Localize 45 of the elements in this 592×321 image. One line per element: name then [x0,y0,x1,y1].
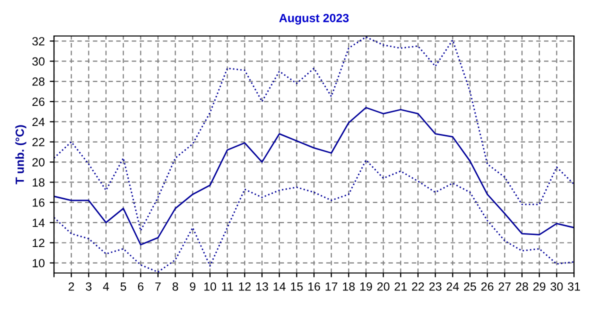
x-tick-label: 22 [412,282,424,291]
x-tick-label: 5 [120,282,126,291]
chart-title: August 2023 [279,14,349,25]
x-tick-label: 18 [343,282,355,291]
x-tick-label: 10 [204,282,216,291]
x-tick-label: 20 [377,282,390,291]
x-tick-label: 17 [326,282,338,291]
x-tick-label: 11 [222,282,233,291]
x-tick-label: 9 [190,282,196,291]
y-tick-label: 14 [32,218,45,227]
y-tick-label: 16 [32,198,44,207]
x-tick-label: 7 [155,282,161,291]
x-tick-label: 13 [256,282,268,291]
y-tick-label: 22 [32,138,44,146]
y-tick-label: 32 [32,37,44,46]
x-tick-label: 27 [498,282,511,291]
y-tick-label: 30 [32,57,45,66]
x-tick-label: 4 [102,282,109,291]
x-tick-label: 23 [429,282,442,291]
y-tick-label: 28 [32,77,44,86]
line-series [54,106,574,246]
x-tick-label: 29 [533,282,546,291]
x-tick-label: 15 [291,282,303,291]
y-tick-label: 20 [32,158,45,166]
y-tick-label: 10 [32,258,45,268]
y-axis-title: T unb. (°C) [15,125,26,184]
x-tick-label: 25 [464,282,476,291]
x-tick-label: 14 [274,282,286,291]
x-tick-label: 8 [172,282,178,291]
x-tick-label: 26 [481,282,494,291]
y-tick-label: 12 [32,238,44,248]
x-tick-label: 24 [446,282,459,291]
x-tick-label: 2 [68,282,74,291]
x-tick-label: 28 [516,282,528,291]
x-tick-label: 30 [550,282,563,291]
x-tick-label: 19 [360,282,372,291]
y-tick-label: 24 [32,118,45,126]
x-tick-label: 16 [308,282,320,291]
y-tick-label: 26 [32,98,44,106]
x-tick-label: 31 [568,282,580,291]
x-tick-label: 3 [86,282,92,291]
x-tick-label: 6 [138,282,144,291]
x-tick-label: 21 [394,282,407,291]
x-tick-label: 12 [239,282,251,291]
y-tick-label: 18 [32,178,44,187]
